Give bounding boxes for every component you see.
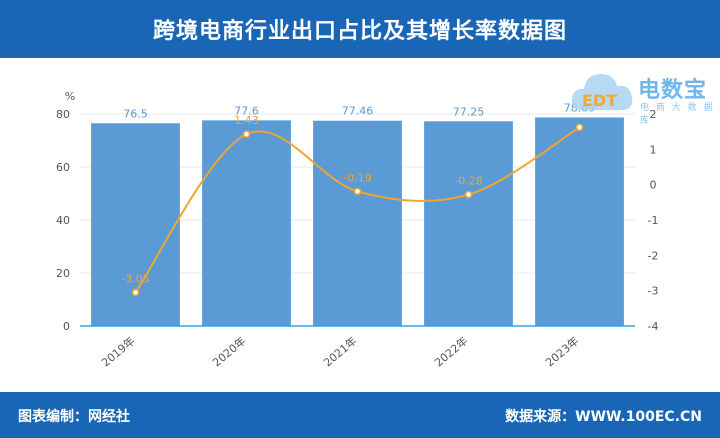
line-value-label: -3.05: [121, 272, 149, 285]
x-tick-label: 2021年: [321, 334, 360, 370]
x-tick-label: 2023年: [543, 334, 582, 370]
line-point: [353, 187, 362, 196]
watermark-logo: EDT 电数宝 电 商 大 数 据 库: [568, 58, 718, 126]
y2-tick-label: -1: [648, 214, 659, 227]
line-point: [131, 288, 140, 297]
chart-svg: 020406080-4-3-2-1012%76.577.677.4677.257…: [56, 90, 659, 370]
line-value-label: -0.28: [454, 175, 482, 188]
y-tick-label: 40: [56, 214, 70, 227]
bar-value-label: 76.5: [123, 107, 148, 120]
bar-value-label: 77.25: [453, 105, 485, 118]
y-tick-label: 0: [63, 320, 70, 333]
bar: [313, 120, 402, 326]
y2-tick-label: 1: [650, 143, 657, 156]
y2-tick-label: -4: [648, 320, 659, 333]
y-tick-label: 80: [56, 108, 70, 121]
y-axis-unit: %: [65, 90, 75, 103]
line-value-label: -0.19: [343, 171, 371, 184]
logo-mark: EDT: [582, 91, 617, 110]
footer-source: 数据来源：WWW.100EC.CN: [505, 409, 702, 425]
bar-value-label: 77.6: [234, 104, 259, 117]
y-tick-label: 20: [56, 267, 70, 280]
line-point: [464, 190, 473, 199]
bar: [424, 121, 513, 326]
y-tick-label: 60: [56, 161, 70, 174]
chart-title-banner: 跨境电商行业出口占比及其增长率数据图: [0, 0, 720, 58]
y2-tick-label: -3: [648, 285, 659, 298]
logo-brand: 电数宝: [638, 78, 708, 103]
chart-area: 020406080-4-3-2-1012%76.577.677.4677.257…: [0, 58, 720, 392]
y2-tick-label: -2: [648, 249, 659, 262]
growth-rate-line: [134, 126, 581, 294]
cloud-logo-icon: EDT: [571, 74, 633, 110]
bar: [202, 120, 291, 326]
y2-tick-label: 2: [650, 108, 657, 121]
line-point: [575, 123, 584, 132]
line-point: [242, 130, 251, 138]
y2-tick-label: 0: [650, 179, 657, 192]
footer-author: 图表编制：网经社: [18, 409, 130, 425]
x-tick-label: 2022年: [432, 334, 471, 370]
chart-title: 跨境电商行业出口占比及其增长率数据图: [152, 19, 567, 44]
bar: [535, 117, 624, 326]
bar-value-label: 77.46: [342, 105, 374, 118]
x-tick-label: 2019年: [99, 334, 138, 370]
logo-subtitle: 电 商 大 数 据 库: [640, 103, 715, 126]
x-tick-label: 2020年: [210, 334, 249, 370]
footer-banner: 图表编制：网经社 数据来源：WWW.100EC.CN: [0, 392, 720, 438]
line-value-label: 1.43: [234, 114, 259, 127]
